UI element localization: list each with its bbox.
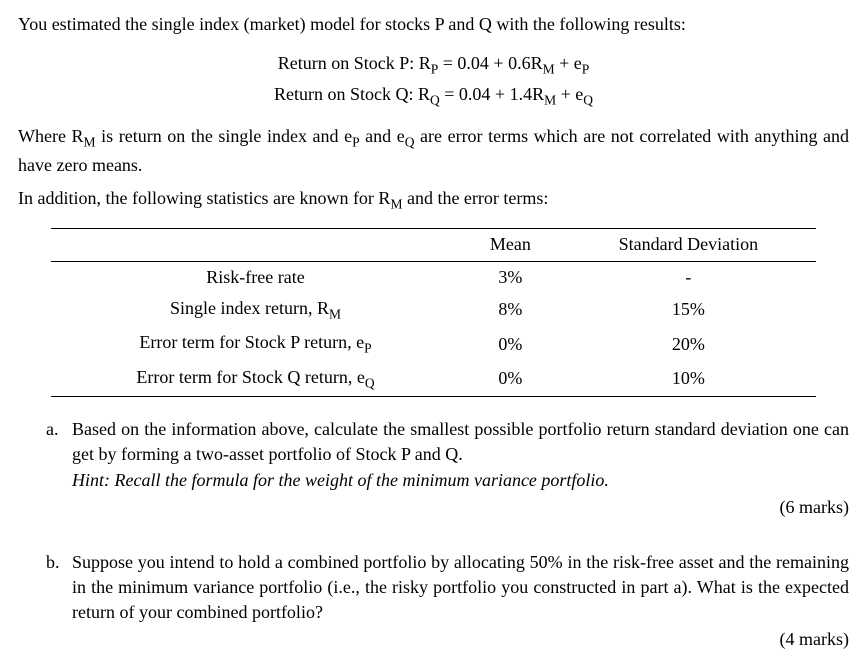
question-b: b. Suppose you intend to hold a combined… bbox=[18, 550, 849, 653]
question-b-label: b. bbox=[46, 550, 72, 653]
question-b-text: Suppose you intend to hold a combined po… bbox=[72, 550, 849, 626]
question-a-hint: Hint: Recall the formula for the weight … bbox=[72, 468, 849, 493]
context-paragraph-1: Where RM is return on the single index a… bbox=[18, 124, 849, 178]
table-row: Error term for Stock P return, eP 0% 20% bbox=[51, 327, 816, 361]
question-a-text: Based on the information above, calculat… bbox=[72, 417, 849, 467]
question-a-marks: (6 marks) bbox=[72, 495, 849, 520]
table-header-sd: Standard Deviation bbox=[561, 229, 816, 261]
question-b-marks: (4 marks) bbox=[72, 627, 849, 652]
question-a-label: a. bbox=[46, 417, 72, 520]
row-mean: 8% bbox=[460, 293, 561, 327]
row-sd: 20% bbox=[561, 327, 816, 361]
row-mean: 0% bbox=[460, 327, 561, 361]
row-sd: - bbox=[561, 261, 816, 293]
table-header-row: Mean Standard Deviation bbox=[51, 229, 816, 261]
row-sd: 15% bbox=[561, 293, 816, 327]
question-a: a. Based on the information above, calcu… bbox=[18, 417, 849, 520]
row-mean: 0% bbox=[460, 362, 561, 397]
equation-q: Return on Stock Q: RQ = 0.04 + 1.4RM + e… bbox=[18, 82, 849, 110]
row-label: Error term for Stock Q return, eQ bbox=[51, 362, 460, 397]
equations-block: Return on Stock P: RP = 0.04 + 0.6RM + e… bbox=[18, 51, 849, 110]
table-row: Single index return, RM 8% 15% bbox=[51, 293, 816, 327]
table-header-blank bbox=[51, 229, 460, 261]
row-label: Single index return, RM bbox=[51, 293, 460, 327]
context-paragraph-2: In addition, the following statistics ar… bbox=[18, 186, 849, 214]
row-sd: 10% bbox=[561, 362, 816, 397]
row-label: Error term for Stock P return, eP bbox=[51, 327, 460, 361]
table-row: Risk-free rate 3% - bbox=[51, 261, 816, 293]
statistics-table: Mean Standard Deviation Risk-free rate 3… bbox=[51, 228, 816, 397]
table-header-mean: Mean bbox=[460, 229, 561, 261]
equation-p: Return on Stock P: RP = 0.04 + 0.6RM + e… bbox=[18, 51, 849, 79]
intro-paragraph: You estimated the single index (market) … bbox=[18, 12, 849, 37]
table-row: Error term for Stock Q return, eQ 0% 10% bbox=[51, 362, 816, 397]
row-mean: 3% bbox=[460, 261, 561, 293]
row-label: Risk-free rate bbox=[51, 261, 460, 293]
